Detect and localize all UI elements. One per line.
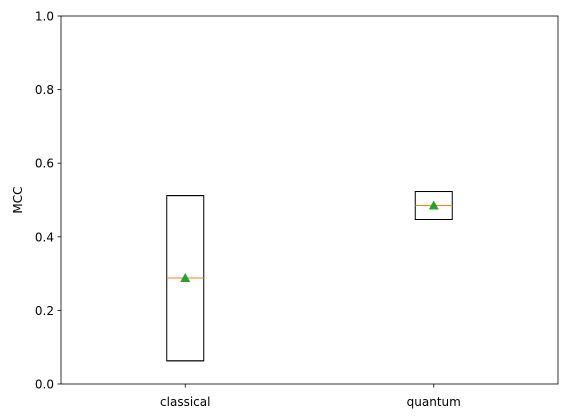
y-tick-label: 0.4: [35, 230, 54, 244]
mean-marker: [428, 200, 439, 210]
x-tick-label: quantum: [407, 395, 461, 409]
box-series: [166, 191, 453, 362]
y-axis-label: MCC: [11, 186, 25, 213]
plot-area-frame: [60, 15, 559, 385]
y-tick-label: 0.8: [35, 83, 54, 97]
x-axis-ticks: classical quantum: [160, 384, 461, 409]
y-tick-label: 0.0: [35, 378, 54, 392]
y-axis-ticks: 0.0 0.2 0.4 0.6 0.8 1.0: [35, 10, 61, 392]
x-tick-label: classical: [160, 395, 210, 409]
y-tick-label: 0.6: [35, 157, 54, 171]
y-tick-label: 1.0: [35, 10, 54, 24]
mean-marker: [180, 273, 191, 283]
box-quantum: [414, 191, 453, 221]
y-tick-label: 0.2: [35, 304, 54, 318]
box-classical: [166, 195, 205, 362]
